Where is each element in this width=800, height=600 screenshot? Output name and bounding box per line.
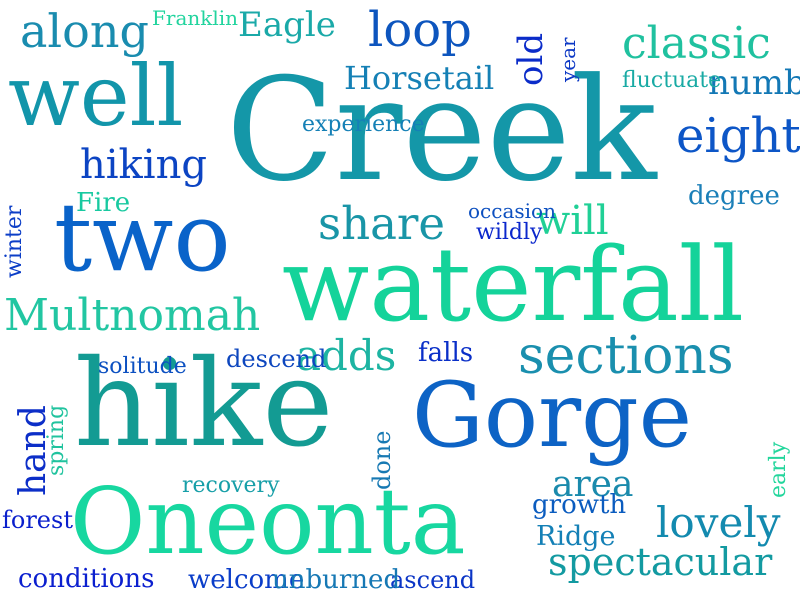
word-sections: sections <box>518 326 734 386</box>
word-welcome: ascend <box>390 566 476 594</box>
word-lovely: lovely <box>656 498 781 547</box>
word-forest: welcome <box>188 565 305 595</box>
word-old: experience <box>302 112 425 137</box>
word-fire: old <box>511 32 551 86</box>
word-hike: hike <box>74 335 334 474</box>
word-gorge: Gorge <box>412 363 692 468</box>
word-hand: solitude <box>98 354 187 379</box>
word-two: two <box>54 183 231 293</box>
word-done: Franklin <box>152 6 239 30</box>
word-spectacular: spectacular <box>548 540 773 584</box>
word-wildly: forest <box>2 506 73 534</box>
word-conditions: recovery <box>182 473 280 498</box>
word-degree: falls <box>418 338 474 368</box>
word-waterfall: waterfall <box>282 226 745 345</box>
word-horsetail: Horsetail <box>344 59 495 97</box>
word-growth: degree <box>688 181 780 211</box>
word-ridge: descend <box>226 345 327 373</box>
word-will: will <box>536 198 609 244</box>
word-oneonta: Oneonta <box>70 468 466 575</box>
word-creek: Creek <box>226 48 657 213</box>
word-classic: classic <box>622 18 771 69</box>
word-recovery: growth <box>532 490 627 520</box>
word-multnomah: Multnomah <box>4 290 261 341</box>
word-solitude: unburned <box>272 565 401 595</box>
word-early: occasion <box>468 199 556 223</box>
word-eagle: Eagle <box>238 5 336 45</box>
word-loop: loop <box>368 2 472 58</box>
word-area: area <box>552 464 634 505</box>
word-along: along <box>20 4 149 58</box>
word-adds: adds <box>296 331 397 380</box>
word-unburned: conditions <box>18 564 155 594</box>
word-descend: Fire <box>76 188 131 218</box>
word-winter: fluctuate <box>622 68 722 93</box>
word-experience: winter <box>2 205 27 278</box>
word-well: well <box>8 47 184 145</box>
word-spring: year <box>556 37 580 82</box>
word-fluctuate: spring <box>44 404 69 476</box>
word-franklin: done <box>368 430 396 490</box>
word-occasion: early <box>766 441 791 498</box>
word-hiking: hiking <box>80 142 207 188</box>
word-ascend: Ridge <box>536 521 616 552</box>
word-year: wildly <box>476 220 543 245</box>
word-falls: number <box>708 63 800 103</box>
word-eight: eight <box>676 108 800 164</box>
word-share: share <box>318 197 446 250</box>
